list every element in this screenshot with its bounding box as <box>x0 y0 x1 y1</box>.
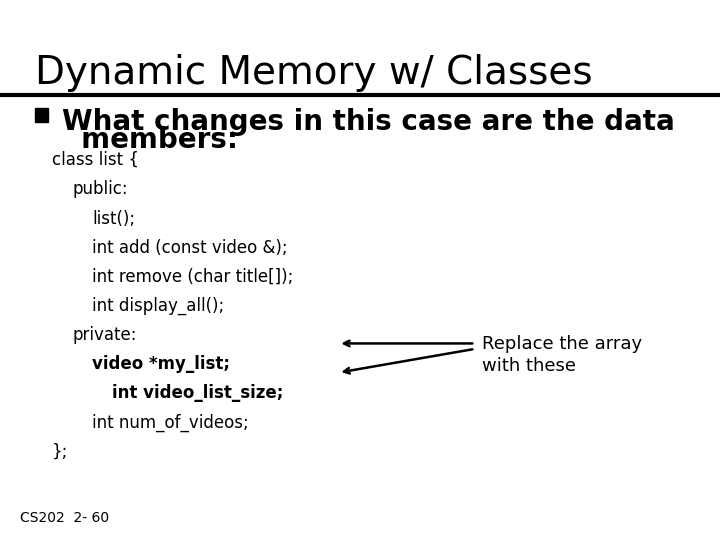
Text: members:: members: <box>62 126 238 154</box>
Text: private:: private: <box>72 326 137 344</box>
Text: };: }; <box>52 443 68 461</box>
Bar <box>35 109 48 122</box>
Text: int num_of_videos;: int num_of_videos; <box>92 414 249 432</box>
Text: list();: list(); <box>92 210 135 227</box>
Text: CS202  2- 60: CS202 2- 60 <box>20 511 109 525</box>
Text: Dynamic Memory w/ Classes: Dynamic Memory w/ Classes <box>35 54 592 92</box>
Text: video *my_list;: video *my_list; <box>92 355 230 373</box>
Text: class list {: class list { <box>52 151 139 169</box>
Text: int add (const video &);: int add (const video &); <box>92 239 288 256</box>
Text: int remove (char title[]);: int remove (char title[]); <box>92 268 294 286</box>
Text: int video_list_size;: int video_list_size; <box>112 384 284 402</box>
Text: int display_all();: int display_all(); <box>92 297 225 315</box>
Text: with these: with these <box>482 357 577 375</box>
Text: Replace the array: Replace the array <box>482 335 642 353</box>
Text: What changes in this case are the data: What changes in this case are the data <box>62 108 675 136</box>
Text: public:: public: <box>72 180 127 198</box>
